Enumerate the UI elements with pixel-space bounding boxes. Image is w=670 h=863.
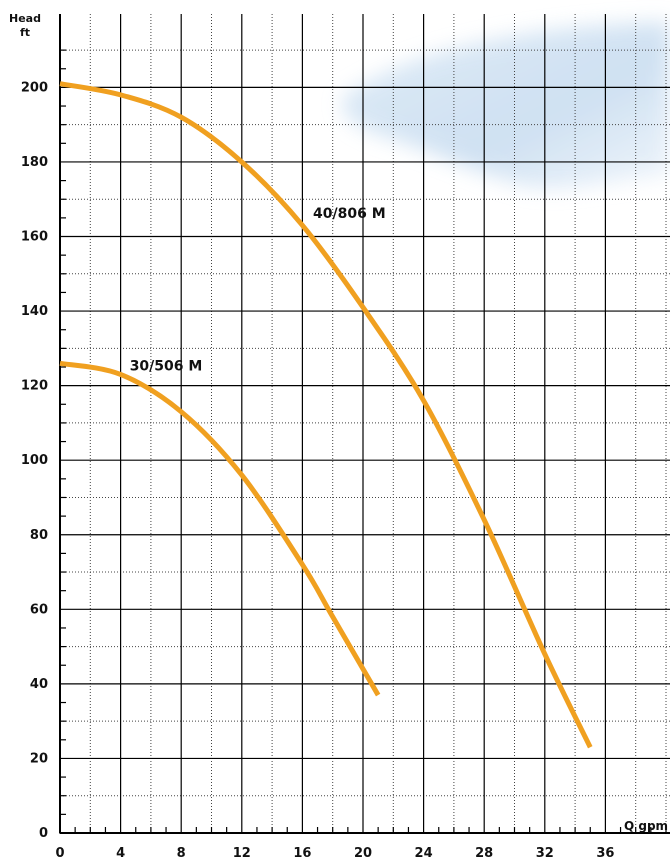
- x-tick-label: 24: [415, 846, 433, 861]
- x-tick-label: 0: [55, 846, 64, 861]
- tick-labels: 0 4 8 12 16 20 24 28 32 36 0 20 40 60 80 100 120 140 160 18…: [21, 80, 615, 861]
- y-tick-label: 20: [30, 751, 48, 766]
- background-watermark: [341, 22, 670, 189]
- x-tick-label: 12: [233, 846, 251, 861]
- major-grid: [60, 14, 670, 833]
- x-tick-label: 16: [293, 846, 311, 861]
- y-tick-label: 160: [21, 230, 48, 245]
- curve-40-806-m: [59, 81, 593, 749]
- axis-ticks: [60, 49, 667, 833]
- series-curves: 40/806 M 30/506 M: [59, 81, 593, 749]
- axes: [59, 14, 670, 834]
- y-axis-title-line-1: Head: [9, 12, 41, 25]
- curve-30-506-m: [59, 360, 381, 697]
- y-tick-label: 80: [30, 528, 48, 543]
- y-tick-label: 200: [21, 80, 48, 95]
- series-label-40-806-m: 40/806 M: [313, 206, 386, 222]
- y-tick-label: 100: [21, 453, 48, 468]
- y-tick-label: 40: [30, 677, 48, 692]
- x-tick-label: 20: [354, 846, 372, 861]
- x-tick-label: 4: [116, 846, 125, 861]
- y-tick-label: 0: [39, 826, 48, 841]
- x-axis-title: Q gpm: [624, 819, 668, 833]
- x-tick-label: 32: [536, 846, 554, 861]
- y-tick-label: 140: [21, 304, 48, 319]
- y-tick-label: 120: [21, 379, 48, 394]
- y-axis-title-line-2: ft: [20, 26, 30, 39]
- y-tick-label: 180: [21, 155, 48, 170]
- x-tick-label: 8: [177, 846, 186, 861]
- x-tick-label: 28: [475, 846, 493, 861]
- series-label-30-506-m: 30/506 M: [130, 359, 203, 375]
- y-tick-label: 60: [30, 602, 48, 617]
- x-tick-label: 36: [596, 846, 614, 861]
